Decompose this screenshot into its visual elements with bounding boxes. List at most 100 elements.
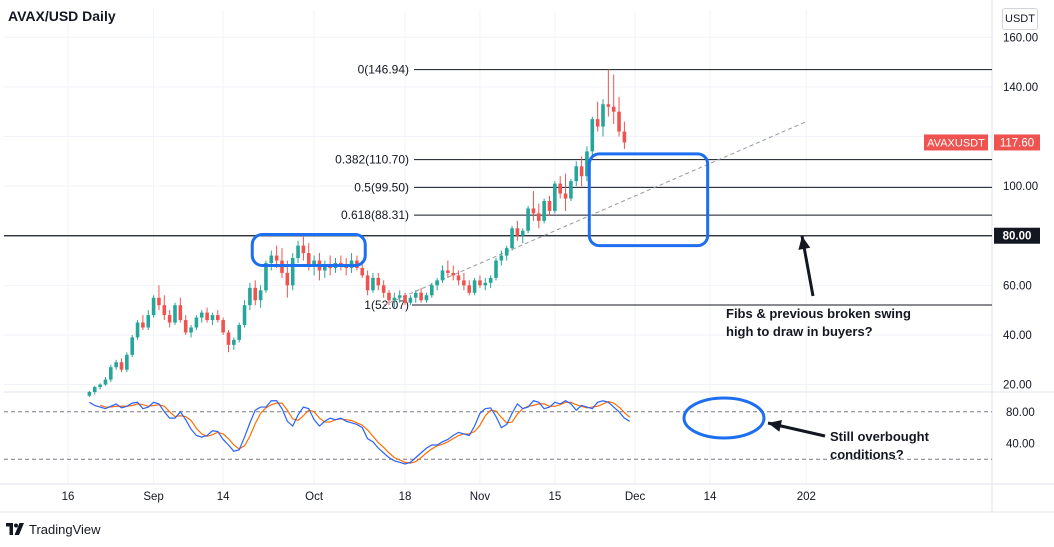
time-tick-label: 18 [399, 491, 412, 503]
candle-body [189, 327, 193, 333]
candle-body [92, 387, 97, 392]
candle-body [563, 193, 568, 199]
time-tick-label: Oct [305, 491, 324, 503]
candle-body [430, 285, 434, 296]
candle-body [290, 258, 295, 286]
candle-body [242, 305, 247, 326]
candle-body [312, 260, 316, 266]
candle-body [365, 275, 370, 291]
candle-body [87, 392, 92, 396]
candle-body [606, 104, 611, 107]
candle-body [323, 265, 327, 271]
candle-body [296, 245, 300, 259]
candle-body [440, 270, 445, 281]
chart-title: AVAX/USD Daily [8, 8, 116, 24]
price-tick-label: 160.00 [1003, 32, 1038, 44]
stoch-k-line [89, 400, 631, 465]
candle-body [306, 253, 311, 266]
candle-body [264, 263, 268, 291]
candle-body [526, 208, 530, 231]
candle-body [371, 277, 375, 291]
candle-body [387, 292, 391, 301]
candle-body [590, 119, 595, 152]
price-tick-label: 60.00 [1003, 280, 1032, 292]
candle-body [130, 337, 134, 355]
tradingview-logo-icon [6, 523, 24, 535]
candle-body [435, 280, 439, 286]
annotation-text: conditions? [830, 447, 904, 462]
highlight-box[interactable] [250, 232, 367, 267]
time-tick-label: 202 [797, 491, 816, 503]
candle-body [403, 295, 407, 303]
candle-body [210, 315, 215, 321]
currency-button[interactable]: USDT [1002, 8, 1038, 30]
candle-body [146, 315, 151, 328]
candle-body [499, 255, 504, 261]
candle-body [119, 362, 124, 370]
price-tick-label: 20.00 [1003, 380, 1032, 392]
candle-body [98, 384, 102, 388]
candle-body [221, 320, 225, 333]
candle-body [617, 111, 621, 132]
candle-body [424, 295, 429, 301]
brand: TradingView [6, 520, 101, 538]
highlight-box[interactable] [587, 152, 710, 248]
candle-body [504, 248, 509, 256]
fib-level-label: 0(146.94) [358, 63, 409, 77]
candle-body [183, 320, 188, 333]
candle-body [531, 208, 536, 214]
fib-level-label: 0.382(110.70) [335, 153, 409, 167]
candle-body [274, 255, 279, 261]
candle-body [114, 362, 118, 368]
time-tick-label: Nov [470, 491, 491, 503]
candle-body [301, 245, 306, 254]
symbol-price-tag [924, 134, 988, 151]
brand-name: TradingView [29, 521, 101, 537]
candle-body [167, 315, 172, 323]
candle-body [520, 230, 525, 236]
candle-body [408, 297, 413, 303]
candle-body [601, 104, 605, 127]
candle-body [392, 297, 397, 301]
candle-body [483, 282, 488, 286]
candle-body [141, 322, 145, 328]
candle-body [194, 317, 199, 328]
candle-body [462, 280, 466, 286]
candle-body [269, 255, 274, 264]
candle-body [467, 285, 472, 293]
candle-body [226, 332, 231, 345]
candle-body [419, 292, 423, 301]
time-tick-label: 16 [62, 491, 75, 503]
candle-body [258, 290, 263, 301]
candle-body [553, 183, 557, 211]
fib-level-label: 0.5(99.50) [354, 180, 409, 194]
candle-body [510, 228, 514, 249]
candle-body [574, 166, 579, 182]
last-price-tag [994, 134, 1040, 151]
candle-body [173, 305, 177, 323]
time-tick-label: Sep [143, 491, 163, 503]
candle-body [542, 201, 546, 221]
candle-body [381, 285, 386, 293]
stoch-tick-label: 80.00 [1006, 407, 1035, 419]
overbought-highlight-ellipse[interactable] [682, 396, 766, 440]
candle-body [237, 325, 241, 340]
candle-body [178, 305, 183, 321]
candle-body [472, 280, 477, 293]
candle-body [488, 277, 493, 283]
candle-body [478, 280, 482, 286]
last-price-tag-text: 117.60 [1000, 137, 1034, 149]
candle-body [125, 354, 129, 370]
candle-body [162, 305, 167, 316]
candle-body [109, 367, 113, 380]
symbol-price-tag-text: AVAXUSDT [927, 137, 985, 149]
annotation-arrow-head [768, 420, 783, 432]
candle-body [585, 151, 589, 177]
candle-body [360, 267, 365, 276]
fib-level-label: 1(52.07) [364, 298, 409, 312]
candle-body [547, 201, 552, 211]
annotation-text: Fibs & previous broken swing [726, 306, 911, 321]
trendline[interactable] [383, 121, 807, 306]
